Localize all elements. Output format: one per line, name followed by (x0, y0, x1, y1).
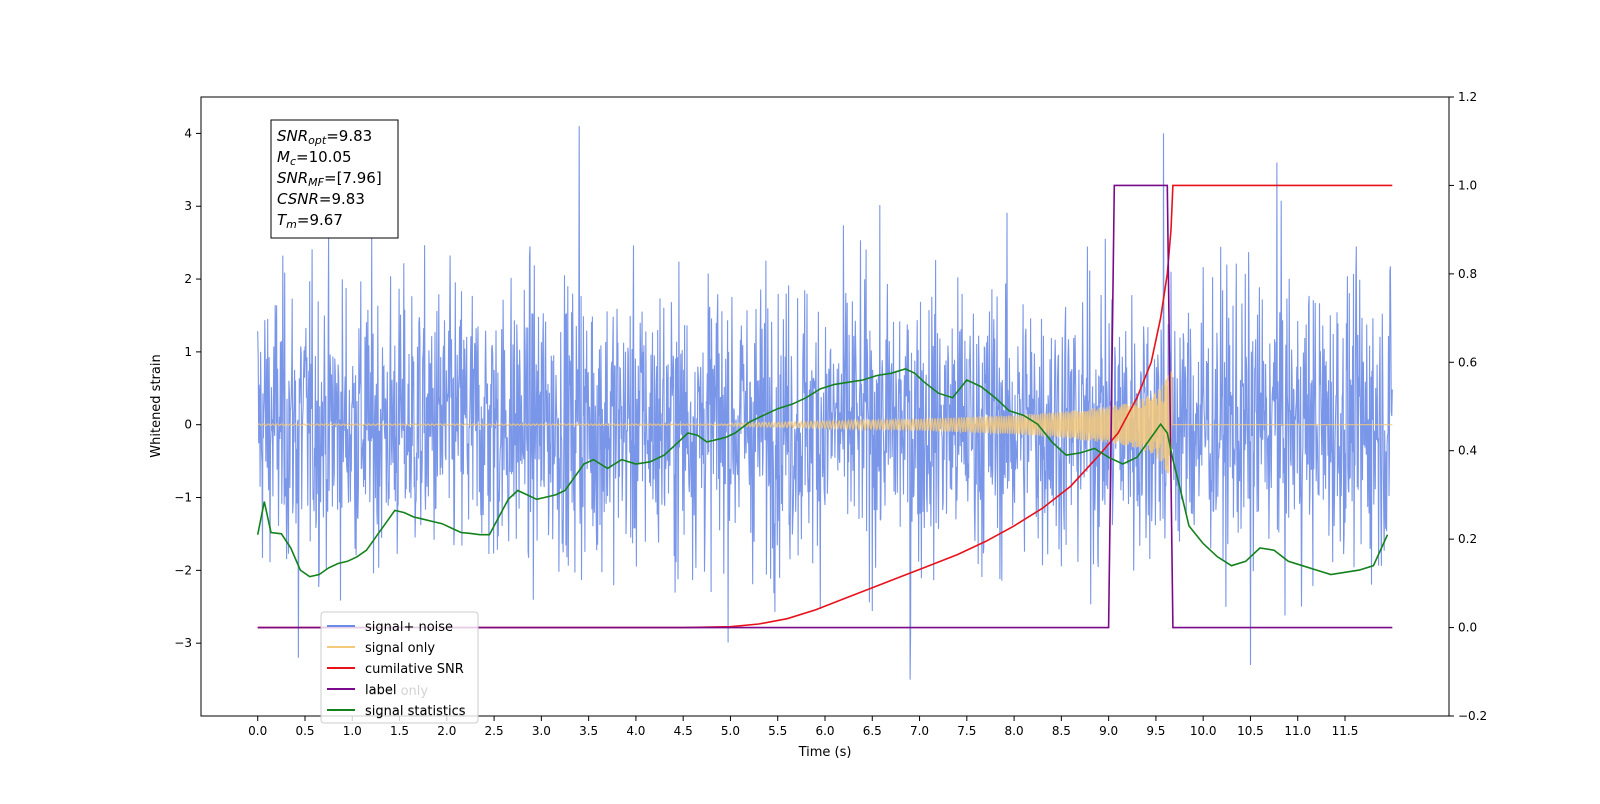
y-axis-label: Whitened strain (149, 354, 164, 457)
y-tick-label: 3 (184, 199, 192, 213)
x-tick-label: 11.5 (1332, 724, 1359, 738)
x-tick-label: 1.5 (390, 724, 409, 738)
annotation-value: =10.05 (296, 148, 352, 166)
x-tick-label: 10.0 (1190, 724, 1217, 738)
y-tick-label: 1 (184, 345, 192, 359)
annotation-symbol: SNR (277, 127, 308, 145)
x-tick-label: 2.5 (485, 724, 504, 738)
annotation-subscript: opt (308, 134, 327, 147)
x-tick-label: 5.0 (721, 724, 740, 738)
x-tick-label: 3.0 (532, 724, 551, 738)
y2-tick-label: 1.0 (1458, 178, 1477, 192)
series-signal-noise (257, 126, 1393, 680)
annotation-value: =9.67 (297, 211, 343, 229)
series-label (257, 184, 1393, 629)
y-tick-label: −2 (174, 563, 192, 577)
x-tick-label: 9.5 (1146, 724, 1165, 738)
legend-ghost-label: label only (365, 684, 428, 699)
legend-label: cumilative SNR (365, 662, 464, 677)
x-axis-label: Time (s) (798, 745, 852, 760)
annotation-box: SNRopt=9.83Mc=10.05SNRMF=[7.96]CSNR=9.83… (270, 119, 399, 239)
y2-tick-label: 0.4 (1458, 444, 1477, 458)
y-tick-label: 2 (184, 272, 192, 286)
annotation-line: Mc=10.05 (277, 148, 352, 168)
y-axis-left: −3 −2 −1 0 1 2 3 4 (174, 126, 201, 650)
legend-label: signal+ noise (365, 620, 453, 635)
annotation-subscript: MF (308, 176, 324, 189)
x-tick-label: 6.5 (863, 724, 882, 738)
plot-area (256, 126, 1393, 680)
x-tick-label: 7.5 (957, 724, 976, 738)
y2-tick-label: 0.2 (1458, 532, 1477, 546)
x-tick-label: 10.5 (1237, 724, 1264, 738)
x-tick-label: 9.0 (1099, 724, 1118, 738)
y2-tick-label: −0.2 (1458, 709, 1487, 723)
y2-tick-label: 0.8 (1458, 267, 1477, 281)
legend-ghost-label: signal statistics (365, 705, 466, 720)
annotation-subscript: m (286, 218, 297, 231)
x-tick-label: 1.0 (343, 724, 362, 738)
y-tick-label: −1 (174, 491, 192, 505)
x-tick-label: 0.0 (248, 724, 267, 738)
series-signal-only (257, 371, 1393, 474)
legend-label: signal only (365, 641, 435, 656)
annotation-symbol: CSNR (277, 190, 319, 208)
x-tick-label: 4.0 (626, 724, 645, 738)
x-axis: 0.0 0.5 1.0 1.5 2.0 2.5 3.0 3.5 4.0 4.5 5.0 5.5 6.0 6… (248, 716, 1358, 738)
legend: signal+ noise signal only cumilative SNR la… (320, 611, 479, 724)
annotation-value: =[7.96] (324, 169, 382, 187)
x-tick-label: 6.0 (815, 724, 834, 738)
x-tick-label: 4.5 (674, 724, 693, 738)
legend-label: signal statistics (365, 704, 466, 719)
y-tick-label: 0 (184, 418, 192, 432)
y-axis-right: −0.2 0.0 0.2 0.4 0.6 0.8 1.0 1.2 (1449, 90, 1487, 723)
annotation-line: SNRMF=[7.96] (277, 169, 382, 189)
y2-tick-label: 0.0 (1458, 621, 1477, 635)
annotation-subscript: c (290, 155, 296, 168)
legend-frame (320, 611, 479, 724)
y-tick-label: −3 (174, 636, 192, 650)
y-tick-label: 4 (184, 126, 192, 140)
series-signal-statistics (256, 368, 1389, 578)
annotation-line: SNRopt=9.83 (277, 127, 372, 147)
x-tick-label: 2.0 (437, 724, 456, 738)
y2-tick-label: 1.2 (1458, 90, 1477, 104)
x-tick-label: 5.5 (768, 724, 787, 738)
x-tick-label: 11.0 (1284, 724, 1311, 738)
annotation-frame (270, 119, 399, 239)
annotation-value: =9.83 (326, 127, 372, 145)
x-tick-label: 8.5 (1052, 724, 1071, 738)
x-tick-label: 8.0 (1005, 724, 1024, 738)
legend-label: label (365, 683, 396, 698)
annotation-value: =9.83 (319, 190, 365, 208)
x-tick-label: 0.5 (295, 724, 314, 738)
annotation-symbol: T (277, 211, 288, 229)
annotation-line: CSNR=9.83 (277, 190, 365, 208)
x-tick-label: 3.5 (579, 724, 598, 738)
y2-tick-label: 0.6 (1458, 355, 1477, 369)
annotation-line: Tm=9.67 (277, 211, 343, 231)
annotation-symbol: SNR (277, 169, 308, 187)
series-cumulative-snr (257, 184, 1393, 629)
x-tick-label: 7.0 (910, 724, 929, 738)
annotation-symbol: M (277, 148, 290, 166)
